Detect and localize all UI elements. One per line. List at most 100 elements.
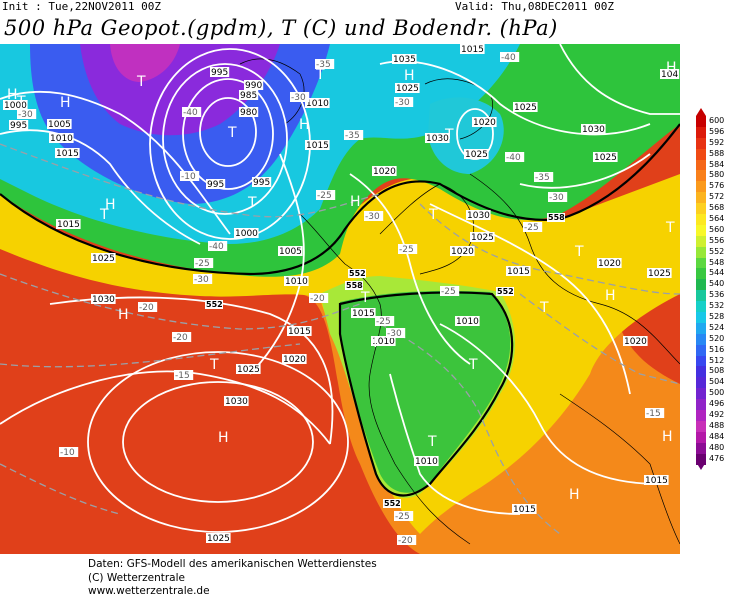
legend-entry: 500: [696, 388, 724, 400]
temperature-label-bg: [645, 408, 665, 418]
legend-label: 564: [709, 214, 725, 224]
pressure-label-bg: [372, 166, 397, 176]
low-pressure-marker: T: [574, 244, 584, 260]
pressure-label-bg: [414, 456, 439, 466]
height-label: 552: [206, 300, 223, 309]
low-pressure-marker: T: [227, 125, 237, 141]
temperature-label: -15: [175, 371, 190, 381]
footer: Daten: GFS-Modell des amerikanischen Wet…: [88, 558, 377, 599]
legend-entry: 488: [696, 420, 724, 432]
pressure-label-bg: [206, 179, 226, 189]
legend-entry: 592: [696, 137, 724, 149]
temperature-label: -30: [291, 93, 306, 103]
pressure-label: 995: [211, 68, 228, 78]
high-pressure-marker: H: [569, 487, 580, 503]
pressure-label-bg: [392, 54, 417, 64]
pressure-label-bg: [425, 133, 450, 143]
legend-swatch: [696, 420, 706, 432]
pressure-label: 1030: [426, 134, 449, 144]
legend-swatch: [696, 148, 706, 160]
legend-entry: 520: [696, 333, 724, 345]
legend-swatch: [696, 290, 706, 302]
legend-swatch: [696, 399, 706, 411]
pressure-label-bg: [210, 67, 230, 77]
legend-label: 572: [709, 192, 725, 202]
legend-label: 492: [709, 410, 725, 420]
temperature-label-bg: [290, 92, 310, 102]
temperature-label-bg: [182, 107, 202, 117]
high-pressure-marker: H: [605, 288, 616, 304]
pressure-label: 1020: [451, 247, 474, 257]
legend-entry: 516: [696, 344, 724, 356]
low-pressure-marker: T: [665, 220, 675, 236]
temperature-label-bg: [548, 192, 568, 202]
pressure-label: 1020: [598, 259, 621, 269]
temperature-label-bg: [174, 370, 194, 380]
legend-entry: 540: [696, 279, 724, 291]
pressure-label-bg: [91, 294, 116, 304]
legend-label: 540: [709, 279, 725, 289]
pressure-label: 1015: [645, 476, 668, 486]
pressure-label-bg: [56, 219, 81, 229]
temperature-label: -30: [387, 329, 402, 339]
temperature-label-bg: [398, 244, 418, 254]
low-pressure-marker: T: [444, 127, 454, 143]
legend-entry: 536: [696, 290, 724, 302]
temperature-label-bg: [534, 172, 554, 182]
temperature-label-bg: [138, 302, 158, 312]
temperature-label-bg: [394, 511, 414, 521]
legend-label: 552: [709, 246, 725, 256]
pressure-label-bg: [47, 119, 72, 129]
legend-label: 480: [709, 442, 725, 452]
pressure-label-bg: [623, 336, 648, 346]
height-label-bg: [383, 499, 401, 508]
pressure-label-bg: [3, 100, 28, 110]
legend-swatch: [696, 301, 706, 313]
pressure-label: 985: [240, 91, 257, 101]
temperature-label: -35: [345, 131, 360, 141]
low-pressure-marker: T: [247, 195, 257, 211]
pressure-label: 1005: [48, 120, 71, 130]
legend-entry: 560: [696, 224, 724, 236]
pressure-label: 1025: [92, 254, 115, 264]
pressure-label-bg: [244, 80, 264, 90]
legend-entry: 548: [696, 257, 724, 269]
pressure-label-bg: [395, 83, 420, 93]
pressure-label-bg: [472, 117, 497, 127]
legend-arrow-up-icon: [696, 108, 706, 116]
temperature-label-bg: [194, 258, 214, 268]
temperature-label: -25: [524, 223, 539, 233]
weather-map: 995 990 985 980 995 995 1000 995 1005 1010 1015 101…: [0, 44, 680, 554]
isobars: [0, 44, 680, 533]
pressure-label: 1015: [288, 327, 311, 337]
high-pressure-marker: H: [218, 430, 229, 446]
temperature-label: -25: [441, 287, 456, 297]
legend-entry: 576: [696, 181, 724, 193]
footer-website[interactable]: www.wetterzentrale.de: [88, 585, 210, 597]
high-pressure-marker: H: [299, 117, 310, 133]
pressure-label: 1005: [279, 247, 302, 257]
legend-label: 520: [709, 333, 725, 343]
high-pressure-marker: H: [666, 60, 677, 76]
pressure-label: 1010: [285, 277, 308, 287]
temperature-label-bg: [309, 293, 329, 303]
low-pressure-marker: T: [209, 357, 219, 373]
pressure-label-bg: [644, 475, 669, 485]
temperature-labels: -35 -30 -40 -35 -30 -30 -10 -25 -30 -40 -25 -30 -20 -…: [17, 52, 665, 546]
pressure-label: 1015: [352, 309, 375, 319]
low-pressure-marker: T: [315, 67, 325, 83]
pressure-label: 995: [253, 178, 270, 188]
high-pressure-marker: H: [7, 87, 18, 103]
pressure-label: 1025: [237, 365, 260, 375]
legend-swatch: [696, 453, 706, 465]
legend-label: 512: [709, 355, 725, 365]
pressure-label-bg: [305, 140, 330, 150]
legend-label: 576: [709, 181, 725, 191]
legend-swatch: [696, 279, 706, 291]
pressure-label-bg: [460, 44, 485, 54]
temperature-label-bg: [397, 535, 417, 545]
legend-swatch: [696, 246, 706, 258]
legend-entry: 532: [696, 301, 724, 313]
pressure-label: 1010: [456, 317, 479, 327]
